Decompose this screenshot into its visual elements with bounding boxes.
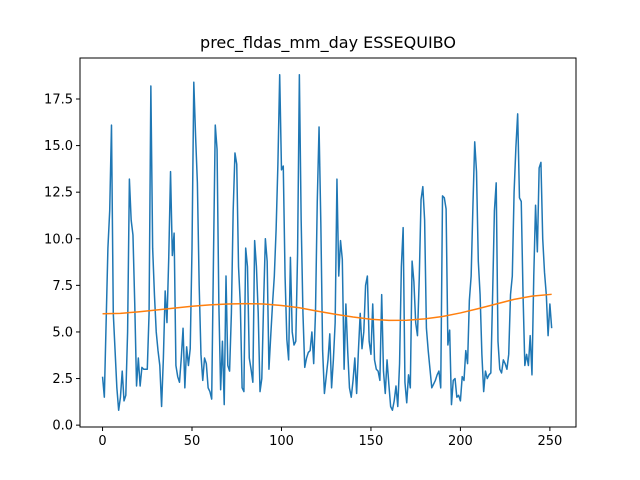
- x-axis: 0 50 100 150 200 250: [98, 427, 562, 449]
- y-tick-label: 12.5: [44, 186, 73, 201]
- y-tick-label: 5.0: [52, 325, 73, 340]
- y-tick-label: 17.5: [44, 93, 73, 108]
- y-axis: 0.0 2.5 5.0 7.5 10.0 12.5 15.0 17.5: [44, 93, 80, 434]
- y-tick-label: 15.0: [44, 139, 73, 154]
- series-1-line: [101, 74, 553, 411]
- x-tick-label: 50: [184, 434, 201, 449]
- y-tick-label: 0.0: [52, 419, 73, 434]
- x-tick-label: 200: [448, 434, 473, 449]
- x-tick-label: 250: [537, 434, 562, 449]
- series-2-line: [102, 293, 552, 322]
- x-tick-label: 0: [98, 434, 106, 449]
- y-tick-label: 2.5: [52, 372, 73, 387]
- y-tick-label: 10.0: [44, 232, 73, 247]
- chart-title: prec_fldas_mm_day ESSEQUIBO: [200, 33, 456, 53]
- y-tick-label: 7.5: [52, 279, 73, 294]
- plot-frame: [79, 57, 577, 428]
- x-tick-label: 100: [269, 434, 294, 449]
- x-tick-label: 150: [359, 434, 384, 449]
- plot-series: [101, 74, 553, 411]
